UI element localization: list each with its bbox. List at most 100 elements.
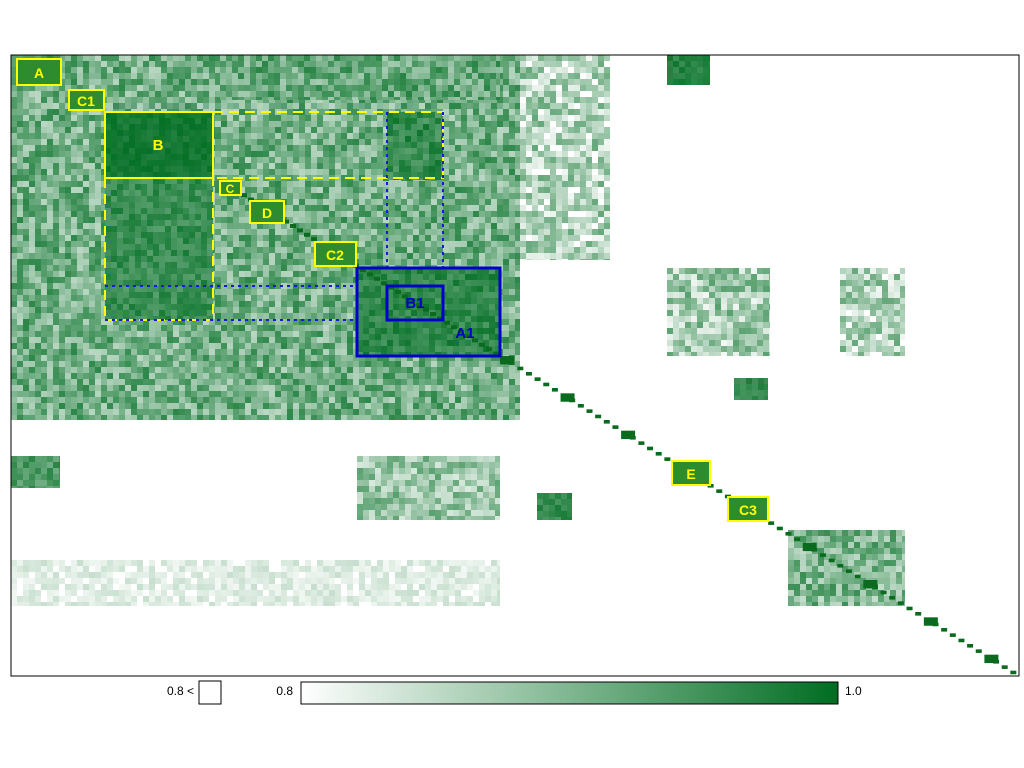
heatmap-cell <box>11 403 17 409</box>
heatmap-cell <box>233 385 239 391</box>
heatmap-cell <box>473 229 479 235</box>
heatmap-cell <box>437 397 443 403</box>
heatmap-cell <box>359 211 365 217</box>
heatmap-cell <box>35 121 41 127</box>
heatmap-cell <box>173 325 179 331</box>
heatmap-cell <box>29 193 35 199</box>
heatmap-cell <box>77 187 83 193</box>
heatmap-cell <box>383 373 389 379</box>
heatmap-cell <box>95 331 101 337</box>
heatmap-cell <box>47 109 53 115</box>
heatmap-cell <box>23 223 29 229</box>
heatmap-cell <box>119 319 125 325</box>
heatmap-cell <box>425 259 431 265</box>
heatmap-cell <box>407 205 413 211</box>
heatmap-cell <box>197 361 203 367</box>
heatmap-cell <box>221 211 227 217</box>
heatmap-cell <box>353 169 359 175</box>
heatmap-cell <box>11 373 17 379</box>
heatmap-cell <box>239 115 245 121</box>
heatmap-cell <box>329 145 335 151</box>
heatmap-cell <box>257 379 263 385</box>
heatmap-cell <box>41 175 47 181</box>
heatmap-cell <box>311 343 317 349</box>
heatmap-cell <box>233 217 239 223</box>
heatmap-cell <box>221 325 227 331</box>
heatmap-cell <box>119 55 125 61</box>
heatmap-cell <box>365 253 371 259</box>
heatmap-cell <box>101 325 107 331</box>
heatmap-cell <box>437 259 443 265</box>
heatmap-cell <box>107 391 113 397</box>
heatmap-cell <box>311 307 317 313</box>
heatmap-cell <box>461 199 467 205</box>
heatmap-cell <box>401 373 407 379</box>
heatmap-cell <box>161 73 167 79</box>
heatmap-cell <box>317 313 323 319</box>
heatmap-cell <box>209 319 215 325</box>
heatmap-cell <box>305 385 311 391</box>
heatmap-cell <box>323 151 329 157</box>
heatmap-cell <box>281 145 287 151</box>
heatmap-cell <box>53 265 59 271</box>
heatmap-cell <box>53 397 59 403</box>
heatmap-cell <box>203 343 209 349</box>
heatmap-cell <box>431 241 437 247</box>
heatmap-cell <box>443 247 449 253</box>
heatmap-cell <box>41 325 47 331</box>
heatmap-cell <box>299 289 305 295</box>
heatmap-cell <box>59 211 65 217</box>
heatmap-cell <box>281 409 287 415</box>
heatmap-cell <box>449 151 455 157</box>
heatmap-cell <box>233 283 239 289</box>
heatmap-cell <box>233 157 239 163</box>
heatmap-cell <box>371 217 377 223</box>
heatmap-cell <box>473 235 479 241</box>
heatmap-cell <box>461 205 467 211</box>
heatmap-cell <box>329 271 335 277</box>
heatmap-cell <box>251 289 257 295</box>
heatmap-cell <box>221 205 227 211</box>
heatmap-cell <box>71 73 77 79</box>
heatmap-cell <box>287 331 293 337</box>
heatmap-cell <box>461 361 467 367</box>
heatmap-cell <box>149 355 155 361</box>
heatmap-cell <box>113 415 119 420</box>
heatmap-cell <box>95 337 101 343</box>
heatmap-cell <box>77 241 83 247</box>
heatmap-cell <box>71 223 77 229</box>
heatmap-cell <box>101 187 107 193</box>
heatmap-cell <box>323 409 329 415</box>
heatmap-cell <box>221 199 227 205</box>
heatmap-cell <box>251 139 257 145</box>
heatmap-cell <box>287 319 293 325</box>
heatmap-cell <box>437 385 443 391</box>
heatmap-cell <box>347 223 353 229</box>
heatmap-cell <box>83 307 89 313</box>
heatmap-cell <box>413 205 419 211</box>
heatmap-cell <box>461 403 467 409</box>
heatmap-cell <box>125 85 131 91</box>
heatmap-cell <box>323 301 329 307</box>
heatmap-cell <box>47 337 53 343</box>
heatmap-cell <box>251 331 257 337</box>
heatmap-cell <box>227 205 233 211</box>
heatmap-cell <box>239 271 245 277</box>
heatmap-cell <box>257 151 263 157</box>
heatmap-cell <box>77 253 83 259</box>
heatmap-cell <box>359 223 365 229</box>
heatmap-cell <box>47 235 53 241</box>
heatmap-cell <box>377 199 383 205</box>
heatmap-cell <box>401 241 407 247</box>
heatmap-cell <box>191 97 197 103</box>
heatmap-cell <box>77 109 83 115</box>
heatmap-cell <box>407 373 413 379</box>
heatmap-cell <box>281 247 287 253</box>
heatmap-cell <box>365 229 371 235</box>
heatmap-cell <box>455 223 461 229</box>
heatmap-cell <box>227 259 233 265</box>
heatmap-cell <box>239 265 245 271</box>
heatmap-cell <box>143 79 149 85</box>
heatmap-cell <box>377 127 383 133</box>
heatmap-cell <box>305 343 311 349</box>
